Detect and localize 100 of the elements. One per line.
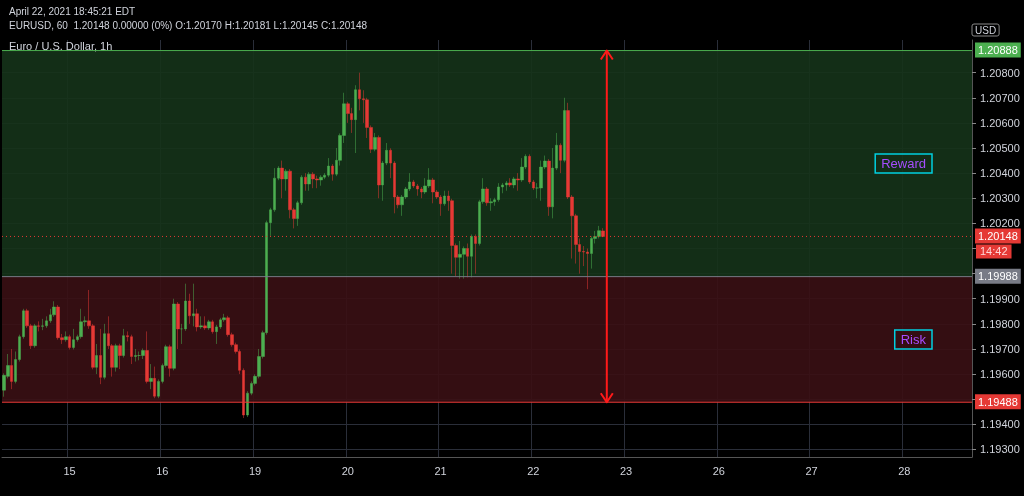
ref-line-label: 1.19988 (978, 270, 1018, 283)
y-tick-label: 1.20600 (980, 116, 1020, 129)
candlestick (134, 348, 137, 362)
chart-subtitle: EURUSD, 60 1.20148 0.00000 (0%) O:1.20170 H:1.20181 L:1.20145 C:1.20148 (9, 19, 368, 31)
x-tick-label: 20 (341, 464, 354, 477)
x-tick-label: 16 (156, 464, 169, 477)
candlestick (539, 160, 543, 202)
candlestick (354, 84, 357, 154)
x-tick-label: 15 (63, 464, 76, 477)
candlestick (176, 301, 180, 350)
candlestick (103, 323, 106, 380)
candlestick (56, 304, 60, 340)
candlestick (284, 168, 288, 191)
candlestick (516, 172, 520, 191)
candlestick (72, 328, 75, 350)
y-tick-label: 1.19400 (980, 418, 1020, 431)
text: April 22, 2021 18:45:21 EDT (9, 5, 136, 17)
candlestick (195, 308, 199, 332)
candlestick (443, 190, 446, 207)
candlestick (188, 293, 191, 325)
y-tick-label: 1.19300 (980, 443, 1020, 456)
candlestick (508, 177, 512, 188)
x-tick-label: 28 (898, 464, 911, 477)
candlestick (41, 318, 44, 331)
text: 14:42 (980, 244, 1008, 257)
y-tick-label: 1.20700 (980, 91, 1020, 104)
candlestick (489, 198, 493, 212)
x-tick-label: 21 (434, 464, 447, 477)
candlestick (485, 186, 489, 207)
y-axis-title: USD (975, 24, 997, 36)
candlestick (327, 157, 330, 178)
candlestick (122, 328, 125, 358)
candlestick (304, 172, 307, 191)
candlestick (331, 163, 334, 181)
x-tick-label: 19 (249, 464, 262, 477)
x-tick-label: 22 (527, 464, 540, 477)
candlestick (563, 97, 566, 163)
candlestick (172, 298, 176, 371)
candlestick (95, 343, 98, 375)
ref-line-label: 1.20888 (978, 44, 1018, 57)
candlestick (211, 319, 214, 334)
ref-line-label: 1.20148 (978, 229, 1018, 242)
y-tick-label: 1.20400 (980, 167, 1020, 180)
candlestick (149, 363, 153, 390)
candlestick (307, 171, 311, 191)
band-label: Risk (900, 331, 927, 347)
candlestick (439, 194, 442, 217)
candlestick (547, 158, 551, 217)
candlestick (458, 240, 462, 279)
candlestick (512, 176, 516, 189)
y-tick-label: 1.19800 (980, 317, 1020, 330)
candlestick (586, 248, 589, 290)
candlestick (203, 316, 207, 331)
y-tick-label: 1.19600 (980, 368, 1020, 381)
candlestick (470, 234, 473, 278)
candlestick (597, 225, 601, 239)
candlestick (466, 243, 469, 278)
x-tick-label: 27 (805, 464, 818, 477)
candlestick (373, 132, 377, 152)
candlestick (68, 334, 71, 350)
candlestick (118, 343, 122, 370)
candlestick (280, 160, 284, 199)
y-tick-label: 1.19700 (980, 342, 1020, 355)
candlestick (153, 366, 156, 399)
candlestick (99, 328, 102, 385)
candlestick (192, 283, 195, 327)
band-label: Reward (881, 156, 926, 172)
candlestick (497, 182, 500, 203)
candlestick (319, 174, 323, 186)
chart-title: Euro / U.S. Dollar, 1h (9, 39, 113, 52)
candlestick (130, 334, 133, 365)
candlestick (505, 180, 508, 191)
y-tick-label: 1.20300 (980, 192, 1020, 205)
candlestick (137, 351, 141, 361)
candlestick (37, 321, 40, 332)
candlestick (168, 344, 172, 377)
candlestick (207, 319, 211, 331)
candlestick (141, 348, 145, 360)
candlestick (420, 186, 423, 199)
candlestick (416, 183, 419, 196)
y-tick-label: 1.20800 (980, 66, 1020, 79)
y-tick-label: 1.20200 (980, 217, 1020, 230)
candlestick (559, 143, 562, 174)
candlestick (33, 323, 37, 348)
candlestick (199, 316, 203, 330)
candlestick (377, 135, 381, 199)
x-tick-label: 26 (712, 464, 725, 477)
candlestick (114, 343, 118, 372)
candlestick (520, 157, 524, 183)
ref-line-label: 1.19488 (978, 395, 1018, 408)
candlestick (79, 308, 83, 339)
candlestick (431, 177, 435, 204)
candlestick (315, 175, 319, 189)
candlestick (311, 171, 315, 189)
candlestick (64, 331, 68, 342)
candlestick (10, 348, 13, 390)
y-tick-label: 1.20500 (980, 142, 1020, 155)
x-tick-label: 23 (620, 464, 633, 477)
candlestick (145, 331, 149, 384)
y-tick-label: 1.19900 (980, 292, 1020, 305)
